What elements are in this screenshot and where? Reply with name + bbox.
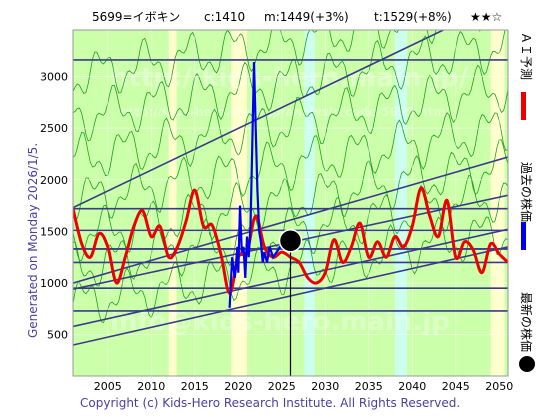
y-tick-label: 2000 [40, 174, 68, 187]
x-tick-label: 2030 [311, 380, 339, 393]
past-price-line [228, 61, 292, 308]
x-tick-label: 2040 [398, 380, 426, 393]
legend-past-swatch [521, 222, 526, 250]
legend-ai-label: ＡＩ予測 [519, 32, 533, 80]
legend-latest-dot [519, 356, 535, 372]
copyright-footer: Copyright (c) Kids-Hero Research Institu… [80, 396, 460, 410]
thin-green-line [73, 64, 508, 177]
header-stars: ★★☆ [470, 10, 502, 24]
legend-past-label: 過去の株価 [519, 162, 534, 222]
thin-green-line [73, 30, 506, 142]
y-tick-label: 2500 [40, 122, 68, 135]
watermark-sub: http://kids-hero.main.jp/analysis/code/5… [120, 105, 450, 119]
header-mid-price: m:1449(+3%) [264, 10, 349, 24]
y-tick-label: 500 [47, 329, 68, 342]
latest-price-marker [278, 228, 303, 253]
legend-latest-label: 最新の株価 [519, 292, 534, 352]
thin-green-line [73, 111, 508, 220]
x-tick-label: 2010 [137, 380, 165, 393]
plot-frame [72, 29, 509, 377]
channel-lines [73, 30, 508, 346]
x-tick-label: 2005 [94, 380, 122, 393]
header-target-price: t:1529(+8%) [374, 10, 452, 24]
x-tick-label: 2015 [181, 380, 209, 393]
thin-green-line [73, 174, 508, 287]
latest-layer [278, 228, 303, 376]
header-code-name: 5699=イボキン [92, 10, 180, 24]
legend-ai-swatch [521, 92, 526, 120]
background-band [304, 30, 315, 376]
background-band [394, 30, 408, 376]
right-legend: ＡＩ予測 過去の株価 最新の株価 [519, 32, 535, 372]
x-tick-label: 2025 [268, 380, 296, 393]
x-tick-label: 2020 [224, 380, 252, 393]
background-band [490, 30, 505, 376]
thin-green-line [73, 30, 481, 95]
generated-label: Generated on Monday 2026/1/5. [26, 143, 40, 338]
header-current-price: c:1410 [204, 10, 245, 24]
x-tick-label: 2045 [442, 380, 470, 393]
watermark-bottom: info@kids-hero.main.jp [110, 307, 450, 337]
channel-line [73, 156, 508, 284]
channel-line [73, 30, 446, 209]
y-axis-ticks: 500 1000 1500 2000 2500 3000 [40, 70, 68, 341]
background-band [168, 30, 177, 376]
thin-green-lines [73, 30, 508, 324]
x-tick-label: 2050 [485, 380, 513, 393]
y-tick-label: 1000 [40, 277, 68, 290]
x-axis-ticks: 2005 2010 2015 2020 2025 2030 2035 2040 2045 2050 [94, 380, 513, 393]
y-tick-label: 1500 [40, 225, 68, 238]
x-tick-label: 2035 [355, 380, 383, 393]
y-tick-label: 3000 [40, 70, 68, 83]
